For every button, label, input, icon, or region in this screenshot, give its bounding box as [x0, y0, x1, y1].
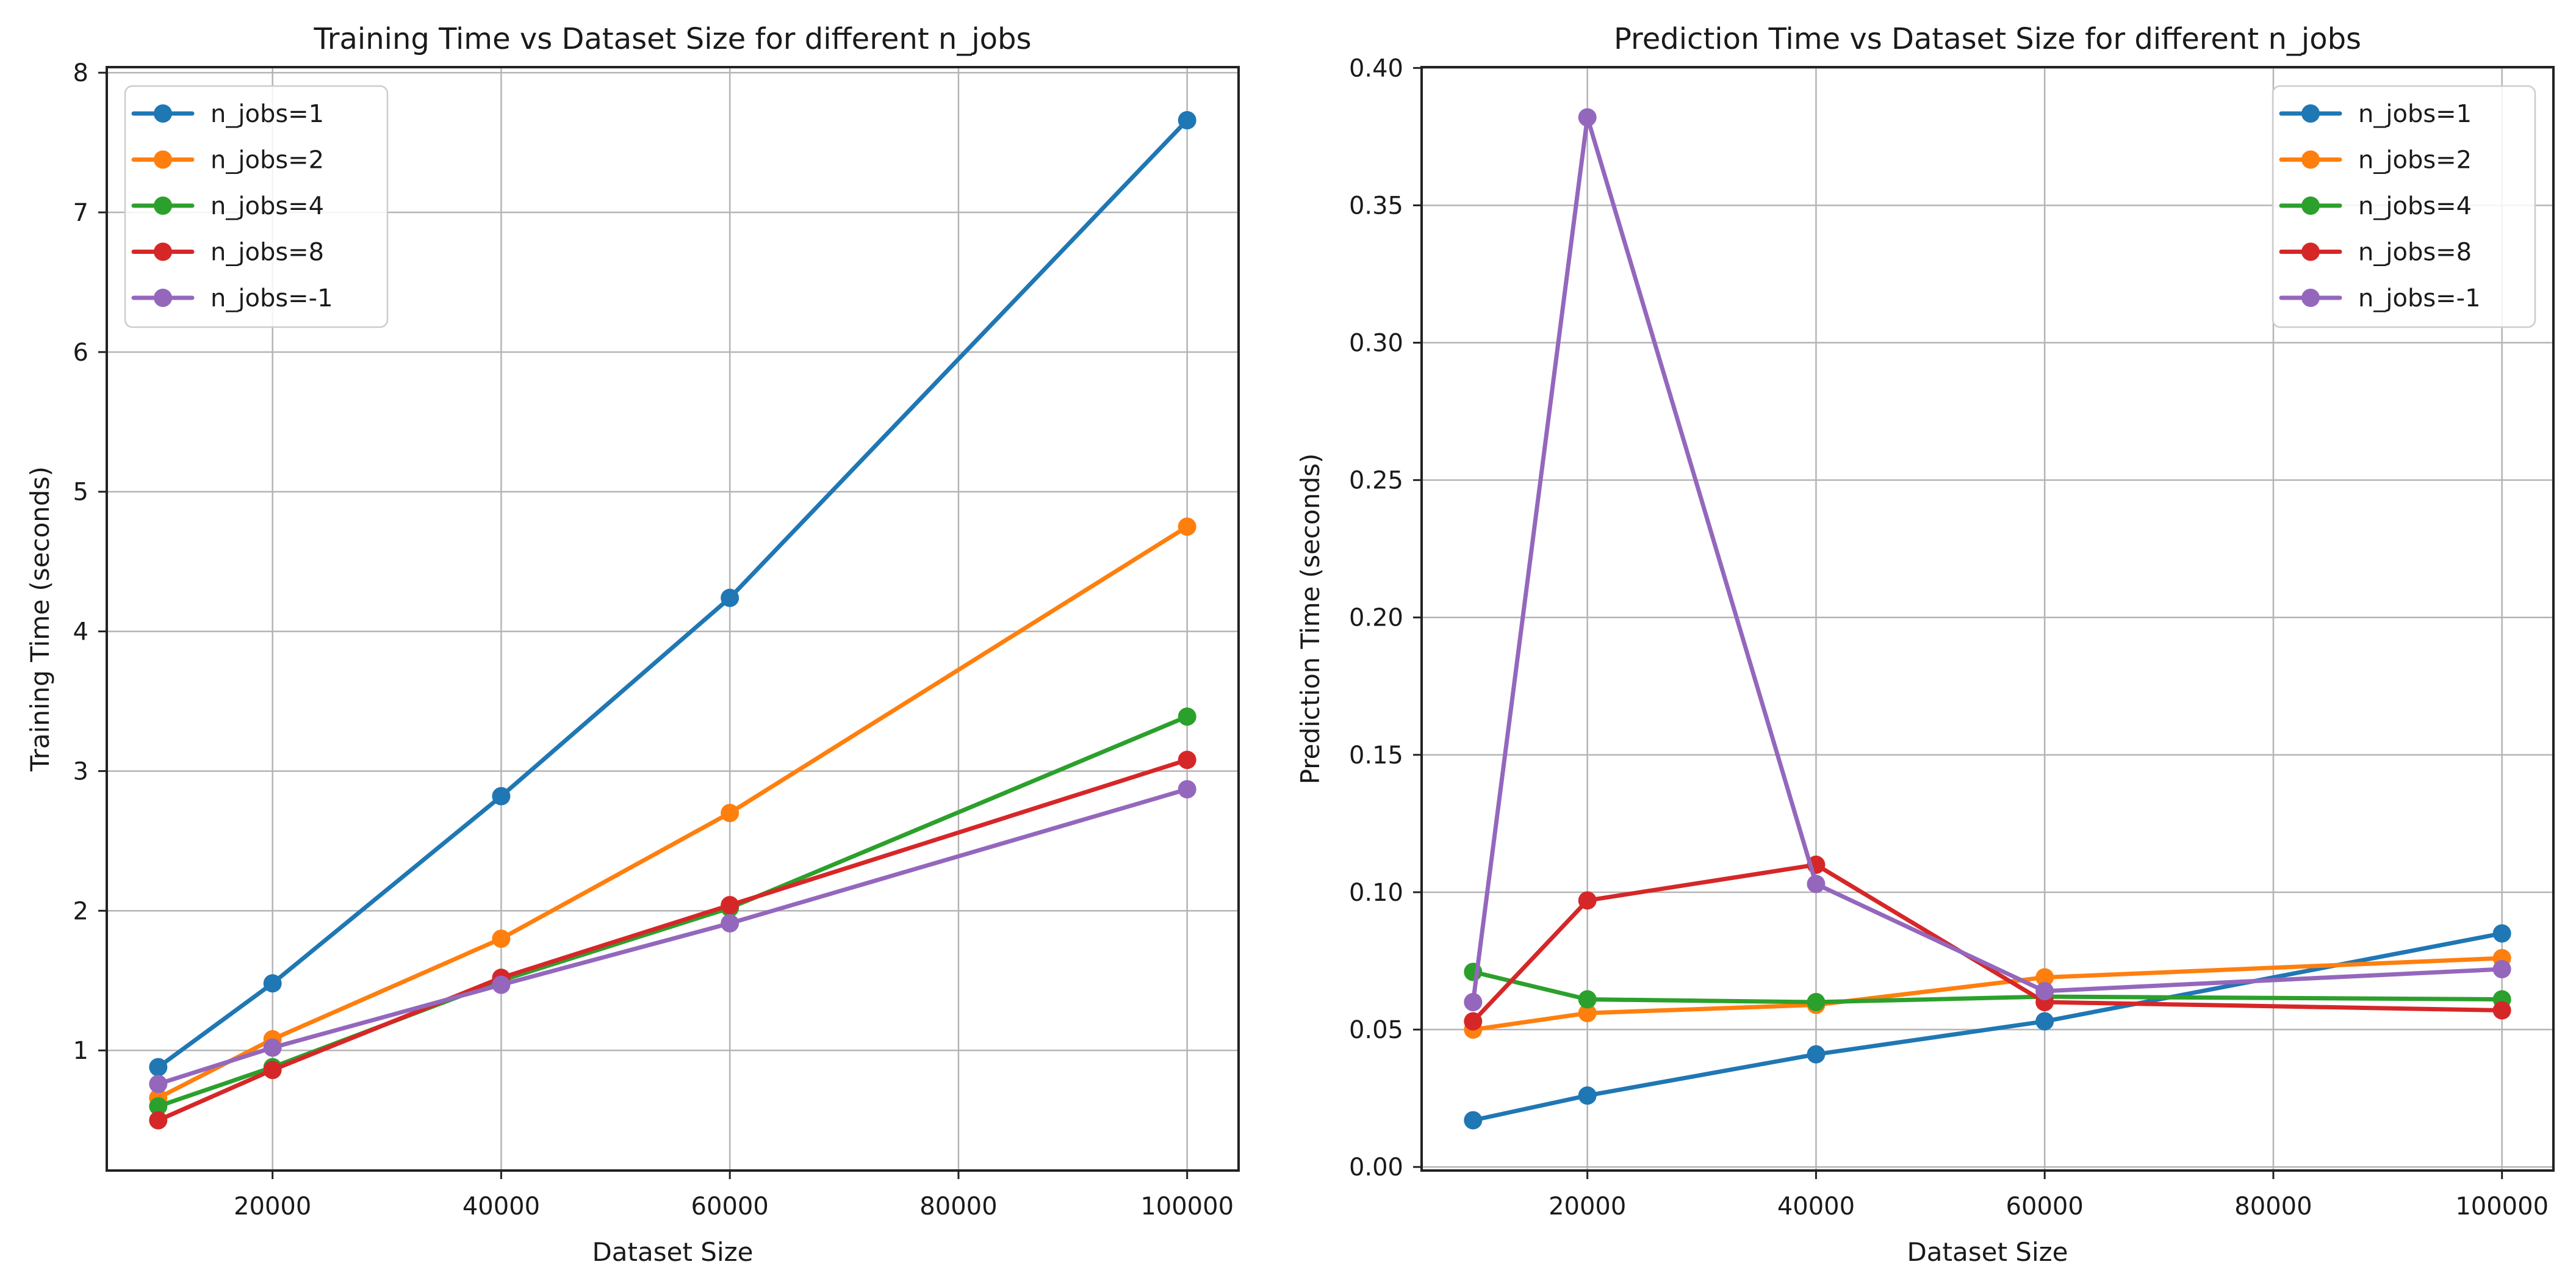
- training-time-chart-legend-marker-n_jobs=8: [154, 242, 172, 261]
- prediction-time-chart-legend-label: n_jobs=-1: [2358, 284, 2481, 312]
- training-time-chart-legend-marker-n_jobs=1: [154, 104, 172, 123]
- training-time-chart-xtick-label: 20000: [234, 1193, 311, 1221]
- training-time-chart-ytick-label: 7: [73, 199, 88, 227]
- training-time-chart-marker-n_jobs=4: [149, 1097, 168, 1116]
- training-time-chart-legend-label: n_jobs=8: [210, 239, 324, 267]
- training-time-chart-marker-n_jobs=8: [721, 896, 739, 915]
- prediction-time-chart-marker-n_jobs=-1: [1807, 875, 1826, 893]
- prediction-time-chart-spines: [1420, 66, 2555, 1172]
- prediction-time-chart-marker-n_jobs=-1: [2492, 960, 2511, 979]
- prediction-time-chart-marker-n_jobs=2: [1578, 1004, 1597, 1023]
- prediction-time-chart-ytick-label: 0.00: [1349, 1153, 1403, 1182]
- training-time-chart-legend-box: [124, 85, 389, 328]
- training-time-chart-ytick-label: 2: [73, 897, 88, 925]
- training-time-chart-marker-n_jobs=4: [1178, 707, 1196, 726]
- prediction-time-chart-ytick-label: 0.35: [1349, 192, 1403, 220]
- prediction-time-chart-marker-n_jobs=-1: [1464, 993, 1483, 1012]
- prediction-time-chart-ytick-label: 0.40: [1349, 54, 1403, 82]
- prediction-time-chart-legend-label: n_jobs=2: [2358, 146, 2472, 175]
- prediction-time-chart-marker-n_jobs=8: [2492, 1001, 2511, 1020]
- training-time-chart-legend-label: n_jobs=2: [210, 146, 324, 175]
- training-time-chart-marker-n_jobs=1: [1178, 110, 1196, 129]
- training-time-chart-marker-n_jobs=2: [1178, 517, 1196, 536]
- training-time-chart-marker-n_jobs=8: [1178, 751, 1196, 770]
- training-time-chart-marker-n_jobs=2: [721, 804, 739, 823]
- prediction-time-chart-marker-n_jobs=-1: [2035, 982, 2054, 1001]
- training-time-chart-series-line-n_jobs=2: [156, 524, 1190, 1100]
- prediction-time-chart-ytick-label: 0.30: [1349, 330, 1403, 358]
- prediction-time-chart-legend-label: n_jobs=4: [2358, 192, 2472, 220]
- training-time-chart-xtick-label: 80000: [919, 1193, 997, 1221]
- training-time-chart-marker-n_jobs=1: [492, 787, 511, 806]
- training-time-chart-ytick-label: 8: [73, 59, 88, 87]
- training-time-chart-ytick-label: 3: [73, 757, 88, 785]
- prediction-time-chart-marker-n_jobs=1: [1807, 1045, 1826, 1064]
- prediction-time-chart-xtick-label: 40000: [1777, 1193, 1855, 1221]
- prediction-time-chart-marker-n_jobs=2: [2035, 968, 2054, 987]
- training-time-chart-marker-n_jobs=-1: [263, 1038, 282, 1057]
- training-time-chart-legend-marker-n_jobs=4: [154, 197, 172, 215]
- prediction-time-chart-ytick-label: 0.25: [1349, 467, 1403, 495]
- prediction-time-chart-xtick-label: 60000: [2006, 1193, 2084, 1221]
- prediction-time-chart-ylabel: Prediction Time (seconds): [1295, 453, 1325, 785]
- prediction-time-chart-title: Prediction Time vs Dataset Size for diff…: [1614, 22, 2361, 56]
- prediction-time-chart-legend-marker-n_jobs=1: [2301, 104, 2320, 123]
- training-time-chart-marker-n_jobs=1: [149, 1058, 168, 1077]
- training-time-chart-ytick-label: 5: [73, 478, 88, 507]
- prediction-time-chart-legend-box: [2272, 85, 2536, 328]
- prediction-time-chart-legend-marker-n_jobs=2: [2301, 150, 2320, 169]
- prediction-time-chart-ytick-label: 0.20: [1349, 604, 1403, 632]
- prediction-time-chart-xlabel: Dataset Size: [1907, 1237, 2068, 1267]
- prediction-time-chart-ytick-label: 0.10: [1349, 879, 1403, 907]
- prediction-time-chart-xtick-label: 20000: [1549, 1193, 1626, 1221]
- prediction-time-chart-ytick-label: 0.05: [1349, 1016, 1403, 1044]
- prediction-time-chart-marker-n_jobs=4: [1807, 993, 1826, 1012]
- training-time-chart-marker-n_jobs=1: [721, 588, 739, 607]
- prediction-time-chart-marker-n_jobs=1: [1464, 1111, 1483, 1130]
- training-time-chart-marker-n_jobs=-1: [721, 914, 739, 933]
- prediction-time-chart-marker-n_jobs=4: [1578, 990, 1597, 1009]
- prediction-time-chart-marker-n_jobs=-1: [1578, 108, 1597, 127]
- prediction-time-chart-series-line-n_jobs=1: [1470, 931, 2505, 1123]
- training-time-chart-title: Training Time vs Dataset Size for differ…: [313, 22, 1031, 56]
- training-time-chart-marker-n_jobs=-1: [492, 975, 511, 994]
- training-time-chart-marker-n_jobs=8: [263, 1061, 282, 1080]
- prediction-time-chart-legend-marker-n_jobs=-1: [2301, 289, 2320, 307]
- training-time-chart-marker-n_jobs=1: [263, 974, 282, 993]
- training-time-chart-xtick-label: 40000: [462, 1193, 540, 1221]
- training-time-chart-ytick-label: 1: [73, 1037, 88, 1065]
- training-time-chart-marker-n_jobs=-1: [1178, 780, 1196, 799]
- prediction-time-chart-legend-marker-n_jobs=8: [2301, 242, 2320, 261]
- prediction-time-chart-marker-n_jobs=1: [2035, 1012, 2054, 1031]
- prediction-time-chart-legend-label: n_jobs=1: [2358, 100, 2472, 128]
- prediction-time-chart-marker-n_jobs=1: [1578, 1086, 1597, 1105]
- training-time-chart-marker-n_jobs=2: [492, 929, 511, 948]
- prediction-time-chart-marker-n_jobs=8: [1578, 891, 1597, 910]
- training-time-chart-legend-marker-n_jobs=2: [154, 150, 172, 169]
- training-time-chart-xlabel: Dataset Size: [592, 1237, 753, 1267]
- training-time-chart-ylabel: Training Time (seconds): [25, 466, 55, 772]
- training-time-chart-legend-marker-n_jobs=-1: [154, 289, 172, 307]
- training-time-chart-legend-label: n_jobs=4: [210, 192, 324, 220]
- training-time-chart-marker-n_jobs=8: [149, 1111, 168, 1130]
- prediction-time-chart-marker-n_jobs=1: [2492, 924, 2511, 943]
- training-time-chart-xtick-label: 60000: [691, 1193, 769, 1221]
- prediction-time-chart-ytick-label: 0.15: [1349, 742, 1403, 770]
- prediction-time-chart-legend-marker-n_jobs=4: [2301, 197, 2320, 215]
- training-time-chart-ytick-label: 6: [73, 339, 88, 367]
- training-time-chart-legend-label: n_jobs=1: [210, 100, 324, 128]
- training-time-chart-spines: [106, 66, 1240, 1172]
- training-time-chart-series-line-n_jobs=-1: [156, 787, 1190, 1086]
- prediction-time-chart-marker-n_jobs=8: [1464, 1012, 1483, 1031]
- training-time-chart-marker-n_jobs=-1: [149, 1075, 168, 1094]
- prediction-time-chart-xtick-label: 100000: [2455, 1193, 2549, 1221]
- training-time-chart-legend-label: n_jobs=-1: [210, 284, 333, 312]
- prediction-time-chart-xtick-label: 80000: [2234, 1193, 2312, 1221]
- training-time-chart-xtick-label: 100000: [1140, 1193, 1234, 1221]
- training-time-chart-ytick-label: 4: [73, 618, 88, 646]
- prediction-time-chart-legend-label: n_jobs=8: [2358, 239, 2472, 267]
